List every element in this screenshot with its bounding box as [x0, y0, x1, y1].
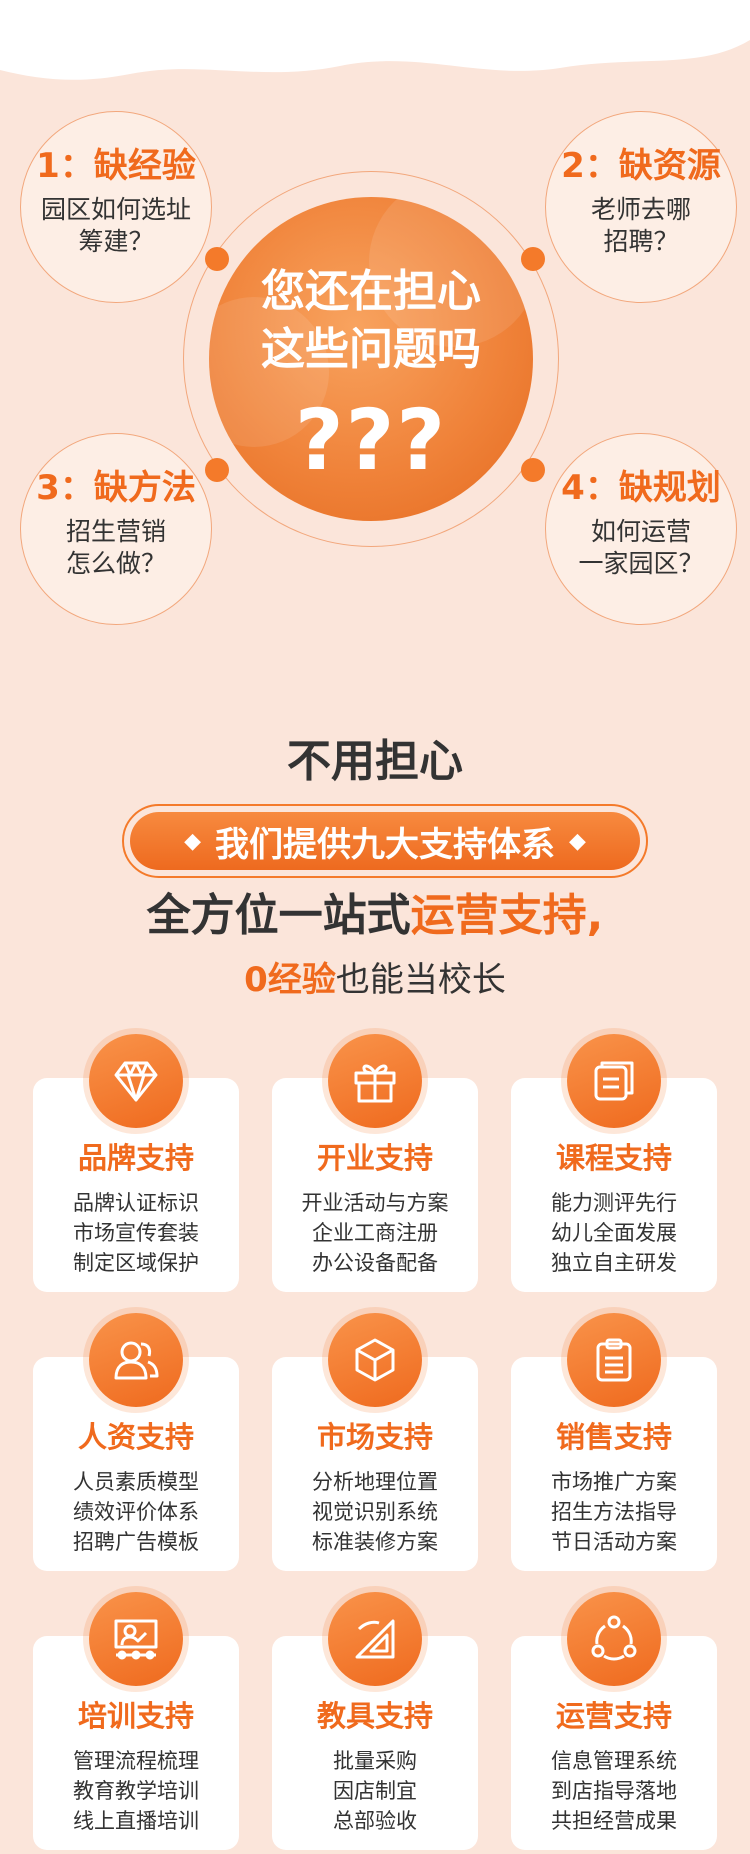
card-line: 市场推广方案 — [551, 1470, 677, 1494]
worry-desc: 老师去哪 招聘？ — [590, 195, 691, 256]
people-icon — [89, 1313, 183, 1407]
card-line: 视觉识别系统 — [312, 1500, 438, 1524]
worry-title: 4：缺规划 — [561, 468, 721, 508]
card-lines: 批量采购 因店制宜 总部验收 — [272, 1746, 478, 1836]
worry-circle-resources: 2：缺资源 老师去哪 招聘？ — [545, 111, 737, 303]
card-lines: 分析地理位置 视觉识别系统 标准装修方案 — [272, 1467, 478, 1557]
card-line: 分析地理位置 — [312, 1470, 438, 1494]
subslogan-highlight: 0经验 — [244, 960, 336, 1000]
slogan-line: 全方位一站式运营支持, — [0, 886, 750, 946]
clipboard-icon — [567, 1313, 661, 1407]
worry-title: 3：缺方法 — [36, 468, 196, 508]
support-card-operations: 运营支持 信息管理系统 到店指导落地 共担经营成果 — [511, 1592, 717, 1850]
question-marks: ??? — [294, 391, 448, 489]
worry-title: 1：缺经验 — [36, 146, 196, 186]
support-card-hr: 人资支持 人员素质模型 绩效评价体系 招聘广告模板 — [33, 1313, 239, 1571]
card-lines: 市场推广方案 招生方法指导 节日活动方案 — [511, 1467, 717, 1557]
card-line: 到店指导落地 — [551, 1779, 677, 1803]
worry-desc: 招生营销 怎么做？ — [65, 517, 166, 578]
card-title: 培训支持 — [77, 1699, 194, 1733]
card-line: 办公设备配备 — [312, 1251, 438, 1275]
support-card-opening: 开业支持 开业活动与方案 企业工商注册 办公设备配备 — [272, 1034, 478, 1292]
diamond-bullet-icon: ◆ — [184, 828, 201, 854]
card-title: 品牌支持 — [77, 1141, 194, 1175]
card-line: 管理流程梳理 — [73, 1749, 199, 1773]
card-line: 市场宣传套装 — [73, 1221, 199, 1245]
card-lines: 信息管理系统 到店指导落地 共担经营成果 — [511, 1746, 717, 1836]
cycle-icon — [567, 1592, 661, 1686]
card-line: 制定区域保护 — [73, 1251, 199, 1275]
subslogan-plain: 也能当校长 — [335, 960, 506, 1000]
diamond-bullet-icon: ◆ — [569, 828, 586, 854]
card-line: 绩效评价体系 — [73, 1500, 199, 1524]
worry-title: 2：缺资源 — [561, 146, 721, 186]
card-line: 企业工商注册 — [312, 1221, 438, 1245]
card-line: 幼儿全面发展 — [551, 1221, 677, 1245]
support-card-brand: 品牌支持 品牌认证标识 市场宣传套装 制定区域保护 — [33, 1034, 239, 1292]
card-line: 信息管理系统 — [551, 1749, 677, 1773]
cube-icon — [328, 1313, 422, 1407]
diamond-icon — [89, 1034, 183, 1128]
worry-circle-experience: 1：缺经验 园区如何选址 筹建？ — [20, 111, 212, 303]
card-line: 标准装修方案 — [312, 1530, 438, 1554]
card-lines: 开业活动与方案 企业工商注册 办公设备配备 — [272, 1188, 478, 1278]
worry-circle-method: 3：缺方法 招生营销 怎么做？ — [20, 433, 212, 625]
photo-child-shape — [209, 297, 329, 447]
book-icon — [567, 1034, 661, 1128]
card-line: 品牌认证标识 — [73, 1191, 199, 1215]
card-line: 独立自主研发 — [551, 1251, 677, 1275]
connector-dot-3 — [205, 458, 229, 482]
card-title: 教具支持 — [316, 1699, 433, 1733]
card-line: 因店制宜 — [333, 1779, 417, 1803]
card-lines: 能力测评先行 幼儿全面发展 独立自主研发 — [511, 1188, 717, 1278]
set-square-icon — [328, 1592, 422, 1686]
card-title: 开业支持 — [316, 1141, 433, 1175]
card-lines: 品牌认证标识 市场宣传套装 制定区域保护 — [33, 1188, 239, 1278]
no-worry-heading: 不用担心 — [287, 736, 463, 787]
slogan-plain: 全方位一站式 — [146, 890, 411, 941]
support-system-label: 我们提供九大支持体系 — [215, 824, 555, 865]
center-worry-circle: 您还在担心 这些问题吗 ??? — [209, 197, 533, 521]
support-card-teaching-aids: 教具支持 批量采购 因店制宜 总部验收 — [272, 1592, 478, 1850]
card-title: 运营支持 — [555, 1699, 672, 1733]
card-line: 教育教学培训 — [73, 1779, 199, 1803]
slogan-highlight: 运营支持, — [410, 890, 604, 941]
support-card-market: 市场支持 分析地理位置 视觉识别系统 标准装修方案 — [272, 1313, 478, 1571]
card-lines: 人员素质模型 绩效评价体系 招聘广告模板 — [33, 1467, 239, 1557]
card-line: 招聘广告模板 — [73, 1530, 199, 1554]
card-title: 人资支持 — [77, 1420, 194, 1454]
card-lines: 管理流程梳理 教育教学培训 线上直播培训 — [33, 1746, 239, 1836]
card-title: 市场支持 — [316, 1420, 433, 1454]
worry-desc: 如何运营 一家园区？ — [578, 517, 704, 578]
photo-teacher-shape — [369, 197, 533, 347]
card-line: 开业活动与方案 — [301, 1191, 449, 1215]
support-card-course: 课程支持 能力测评先行 幼儿全面发展 独立自主研发 — [511, 1034, 717, 1292]
card-line: 能力测评先行 — [551, 1191, 677, 1215]
worry-desc: 园区如何选址 筹建？ — [40, 195, 191, 256]
support-card-training: 培训支持 管理流程梳理 教育教学培训 线上直播培训 — [33, 1592, 239, 1850]
card-line: 人员素质模型 — [73, 1470, 199, 1494]
card-line: 节日活动方案 — [551, 1530, 677, 1554]
subslogan-line: 0经验也能当校长 — [0, 958, 750, 1002]
card-title: 课程支持 — [555, 1141, 672, 1175]
connector-dot-2 — [521, 247, 545, 271]
card-line: 总部验收 — [333, 1809, 417, 1833]
card-line: 线上直播培训 — [73, 1809, 199, 1833]
card-line: 批量采购 — [333, 1749, 417, 1773]
gift-icon — [328, 1034, 422, 1128]
worry-circle-planning: 4：缺规划 如何运营 一家园区？ — [545, 433, 737, 625]
support-system-pill: ◆ 我们提供九大支持体系 ◆ — [130, 812, 640, 870]
top-wave-decoration — [0, 0, 750, 80]
center-question-text: 您还在担心 这些问题吗 — [261, 266, 481, 375]
support-card-sales: 销售支持 市场推广方案 招生方法指导 节日活动方案 — [511, 1313, 717, 1571]
connector-dot-1 — [205, 247, 229, 271]
card-line: 招生方法指导 — [551, 1500, 677, 1524]
connector-dot-4 — [521, 458, 545, 482]
support-system-banner: ◆ 我们提供九大支持体系 ◆ — [122, 804, 648, 878]
center-ring — [183, 171, 559, 547]
teacher-board-icon — [89, 1592, 183, 1686]
card-title: 销售支持 — [555, 1420, 672, 1454]
card-line: 共担经营成果 — [551, 1809, 677, 1833]
